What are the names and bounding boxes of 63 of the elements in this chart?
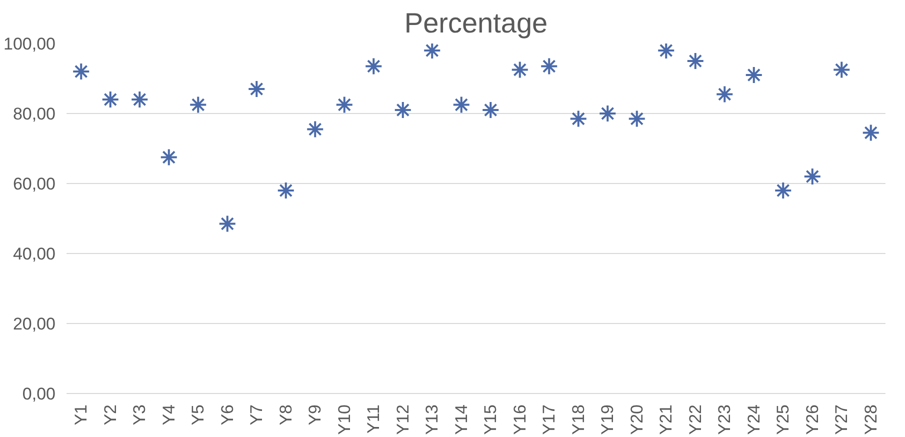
x-tick-label: Y7 — [247, 404, 266, 426]
point — [598, 104, 617, 122]
x-tick-label: Y16 — [510, 404, 530, 435]
x-tick-label: Y12 — [393, 404, 412, 435]
point — [744, 66, 763, 84]
x-tick-label: Y21 — [656, 404, 676, 435]
point — [540, 57, 558, 76]
y-tick-label: 80,00 — [12, 104, 56, 124]
point — [394, 101, 412, 119]
x-tick-label: Y1 — [72, 404, 91, 426]
x-tick-label: Y5 — [188, 404, 208, 426]
point — [716, 85, 734, 104]
point — [101, 90, 120, 108]
point — [130, 90, 149, 108]
x-tick-label: Y2 — [100, 404, 120, 426]
x-tick-label: Y8 — [276, 404, 296, 426]
point — [364, 57, 383, 76]
point — [248, 80, 266, 98]
x-tick-label: Y23 — [715, 404, 734, 435]
point — [423, 44, 442, 60]
point — [803, 168, 822, 186]
x-tick-label: Y14 — [452, 404, 471, 435]
point — [686, 52, 704, 70]
x-tick-label: Y26 — [802, 404, 822, 435]
x-tick-label: Y3 — [130, 404, 150, 426]
point — [862, 124, 880, 142]
x-tick-label: Y6 — [218, 404, 237, 426]
point — [774, 182, 792, 200]
x-tick-label: Y22 — [686, 404, 705, 435]
point — [160, 148, 178, 166]
point — [189, 96, 208, 114]
x-tick-label: Y19 — [598, 404, 618, 435]
x-tick-label: Y27 — [832, 404, 852, 435]
y-tick-label: 40,00 — [12, 244, 56, 264]
y-tick-label: 100,00 — [4, 34, 56, 54]
x-tick-label: Y20 — [627, 404, 646, 435]
x-tick-label: Y28 — [861, 404, 880, 435]
x-tick-label: Y17 — [540, 404, 559, 435]
x-tick-label: Y10 — [334, 404, 354, 435]
chart-title: Percentage — [404, 8, 548, 38]
y-tick-label: 20,00 — [12, 314, 56, 334]
x-tick-label: Y24 — [744, 404, 764, 435]
x-tick-label: Y9 — [306, 404, 325, 426]
x-tick-label: Y25 — [774, 404, 793, 435]
point — [72, 62, 90, 80]
x-tick-label: Y13 — [422, 404, 442, 435]
y-tick-label: 0,00 — [22, 384, 56, 404]
point — [218, 214, 236, 233]
point — [482, 101, 500, 119]
point — [452, 96, 470, 114]
x-tick-label: Y11 — [364, 404, 384, 434]
point — [510, 60, 529, 79]
point — [657, 44, 676, 60]
x-tick-label: Y18 — [568, 404, 588, 435]
y-tick-label: 60,00 — [12, 174, 56, 194]
point — [628, 110, 646, 128]
point — [306, 120, 324, 138]
point — [276, 182, 295, 200]
point — [832, 60, 851, 79]
point — [569, 110, 588, 128]
point — [335, 96, 354, 114]
x-tick-label: Y4 — [159, 404, 178, 426]
x-tick-label: Y15 — [481, 404, 500, 435]
